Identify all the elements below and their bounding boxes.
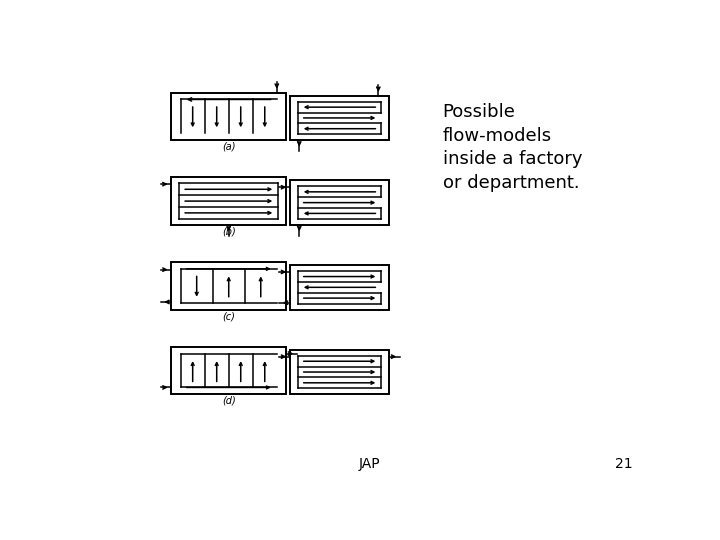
- Bar: [171, 177, 286, 225]
- Text: (a): (a): [222, 142, 235, 152]
- Text: Possible
flow-models
inside a factory
or department.: Possible flow-models inside a factory or…: [443, 103, 582, 192]
- Text: (c): (c): [222, 311, 235, 321]
- Text: JAP: JAP: [358, 457, 380, 471]
- Bar: [290, 265, 389, 309]
- Text: (d): (d): [222, 396, 235, 406]
- Bar: [171, 92, 286, 140]
- Bar: [290, 350, 389, 394]
- Bar: [171, 262, 286, 309]
- Bar: [290, 180, 389, 225]
- Text: (b): (b): [222, 226, 235, 237]
- Bar: [290, 96, 389, 140]
- Text: 21: 21: [615, 457, 632, 471]
- Bar: [171, 347, 286, 394]
